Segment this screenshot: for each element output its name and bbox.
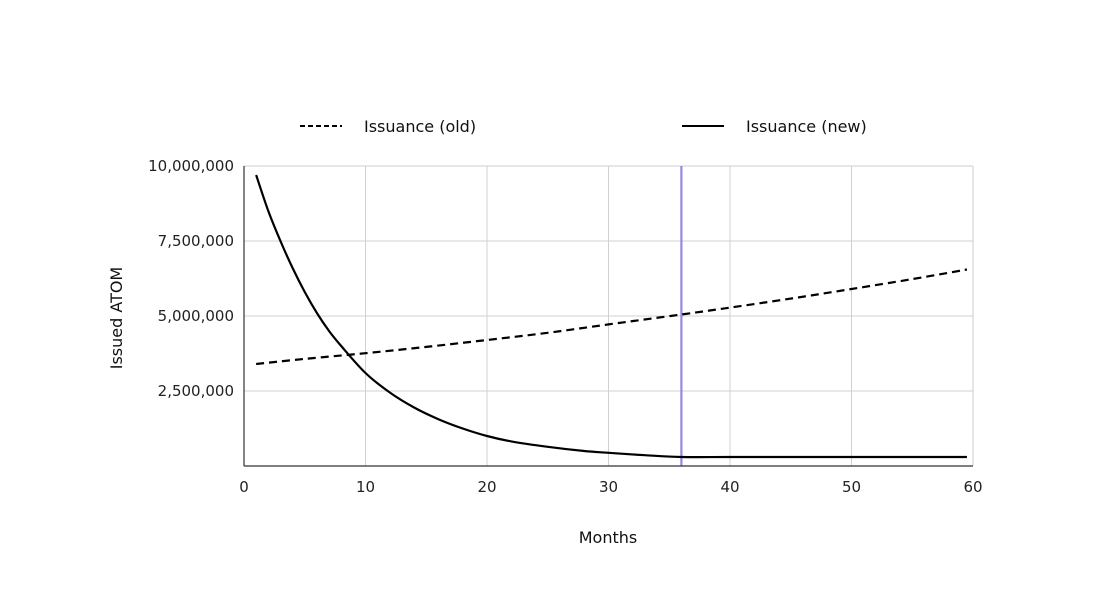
legend-label-new: Issuance (new)	[746, 117, 867, 136]
y-tick-label: 10,000,000	[148, 157, 234, 175]
axes	[243, 166, 973, 467]
x-tick-label: 60	[963, 478, 982, 496]
x-tick-label: 50	[842, 478, 861, 496]
x-tick-label: 10	[356, 478, 375, 496]
legend-item-new: Issuance (new)	[682, 117, 867, 136]
legend-item-old: Issuance (old)	[300, 117, 476, 136]
y-tick-label: 2,500,000	[158, 382, 234, 400]
x-tick-label: 40	[720, 478, 739, 496]
x-tick-label: 20	[477, 478, 496, 496]
series-line-old	[256, 268, 968, 366]
grid	[244, 165, 974, 466]
y-tick-label: 5,000,000	[158, 307, 234, 325]
legend-label-old: Issuance (old)	[364, 117, 476, 136]
y-tick-label: 7,500,000	[158, 232, 234, 250]
legend: Issuance (old) Issuance (new)	[300, 117, 867, 136]
y-axis-title: Issued ATOM	[107, 267, 126, 370]
series-layer	[255, 174, 968, 459]
x-tick-label: 30	[599, 478, 618, 496]
x-axis-title: Months	[579, 528, 637, 547]
x-tick-label: 0	[239, 478, 249, 496]
tick-labels: 0 10 20 30 40 50 60 2,500,000 5,000,000 7,500,000…	[148, 157, 982, 496]
series-line-new	[255, 174, 967, 459]
